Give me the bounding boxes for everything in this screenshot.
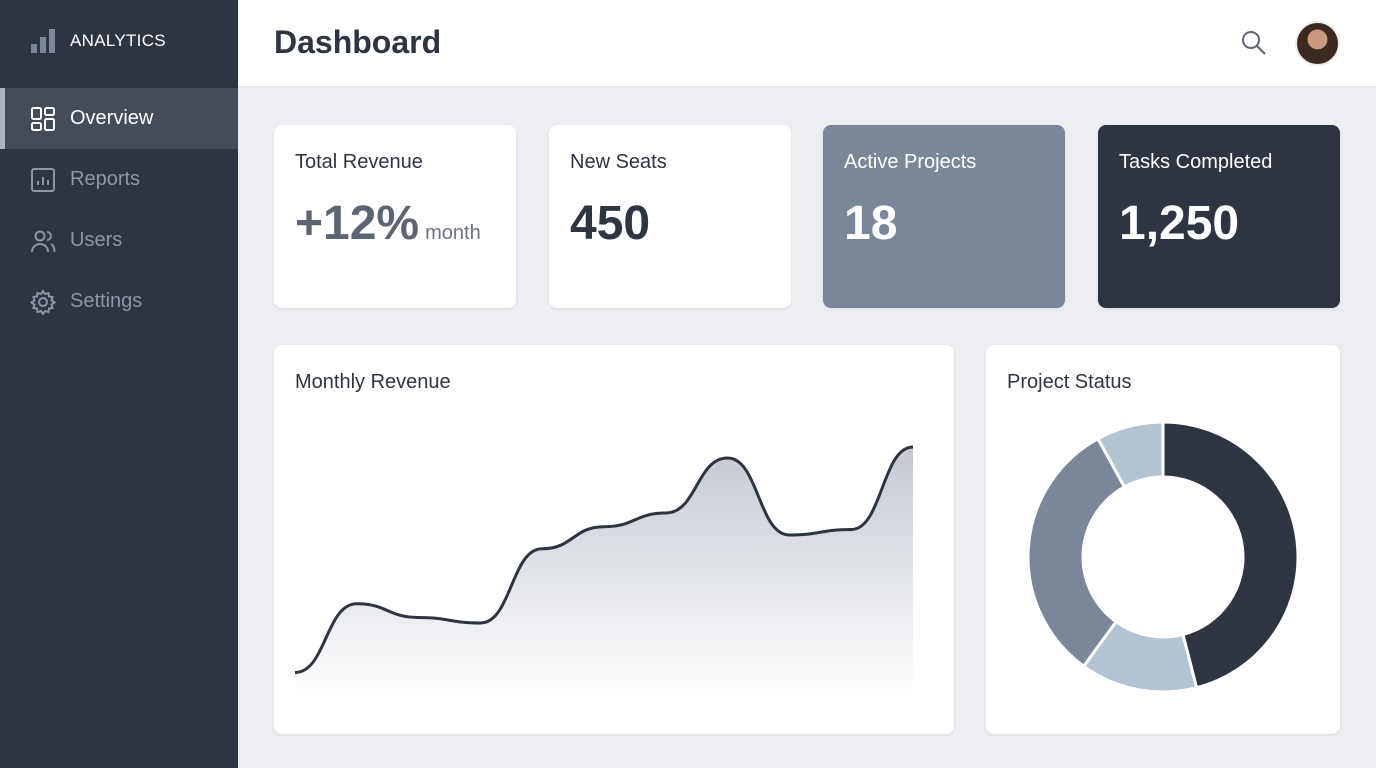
brand: ANALYTICS [30,28,166,54]
sidebar-item-users[interactable]: Users [0,210,238,271]
stat-value: 450 [570,196,770,251]
stat-label: Active Projects [844,151,977,173]
sidebar-item-reports[interactable]: Reports [0,149,238,210]
page-title: Dashboard [274,24,442,60]
sidebar-item-label: Overview [70,107,154,129]
stat-label: Tasks Completed [1119,151,1273,173]
stat-value: 1,250 [1119,196,1319,251]
stat-value: 18 [844,196,1044,251]
stat-number: 1,250 [1119,197,1240,250]
avatar[interactable] [1295,21,1340,66]
line-chart [294,445,914,700]
project-status-panel: Project Status [986,345,1340,734]
stat-number: 450 [570,197,651,250]
sidebar-item-label: Reports [70,168,141,190]
revenue-area [295,447,913,700]
stat-card: New Seats 450 [549,125,791,308]
stat-label: Total Revenue [295,151,423,173]
grid-icon [31,106,55,131]
monthly-revenue-panel: Monthly Revenue [274,345,954,734]
sidebar: ANALYTICS Overview Reports Users Setting… [0,0,238,768]
sidebar-item-overview[interactable]: Overview [0,88,238,149]
users-icon [31,230,56,252]
bar-chart-logo-icon [31,29,55,53]
sidebar-item-settings[interactable]: Settings [0,271,238,332]
stat-card: Total Revenue +12% month [274,125,516,308]
stat-card: Tasks Completed 1,250 [1098,125,1340,308]
sidebar-item-label: Users [70,229,123,251]
chart-title: Monthly Revenue [295,371,451,393]
brand-name: ANALYTICS [70,31,166,50]
report-chart-icon [31,167,55,192]
donut-slice [1026,436,1127,669]
stat-label: New Seats [570,151,667,173]
stat-value: +12% month [295,196,495,251]
stat-number: +12% [295,197,420,250]
chart-title: Project Status [1007,371,1132,393]
stat-card: Active Projects 18 [823,125,1065,308]
donut-chart [1026,420,1300,694]
search-icon[interactable] [1240,29,1268,57]
gear-icon [30,288,56,315]
donut-slice [1161,420,1300,690]
donut-slice [1095,420,1165,489]
top-bar: Dashboard [238,0,1376,87]
stat-unit: month [425,222,481,244]
sidebar-item-label: Settings [70,290,143,312]
revenue-line [294,445,914,674]
stat-number: 18 [844,197,898,250]
